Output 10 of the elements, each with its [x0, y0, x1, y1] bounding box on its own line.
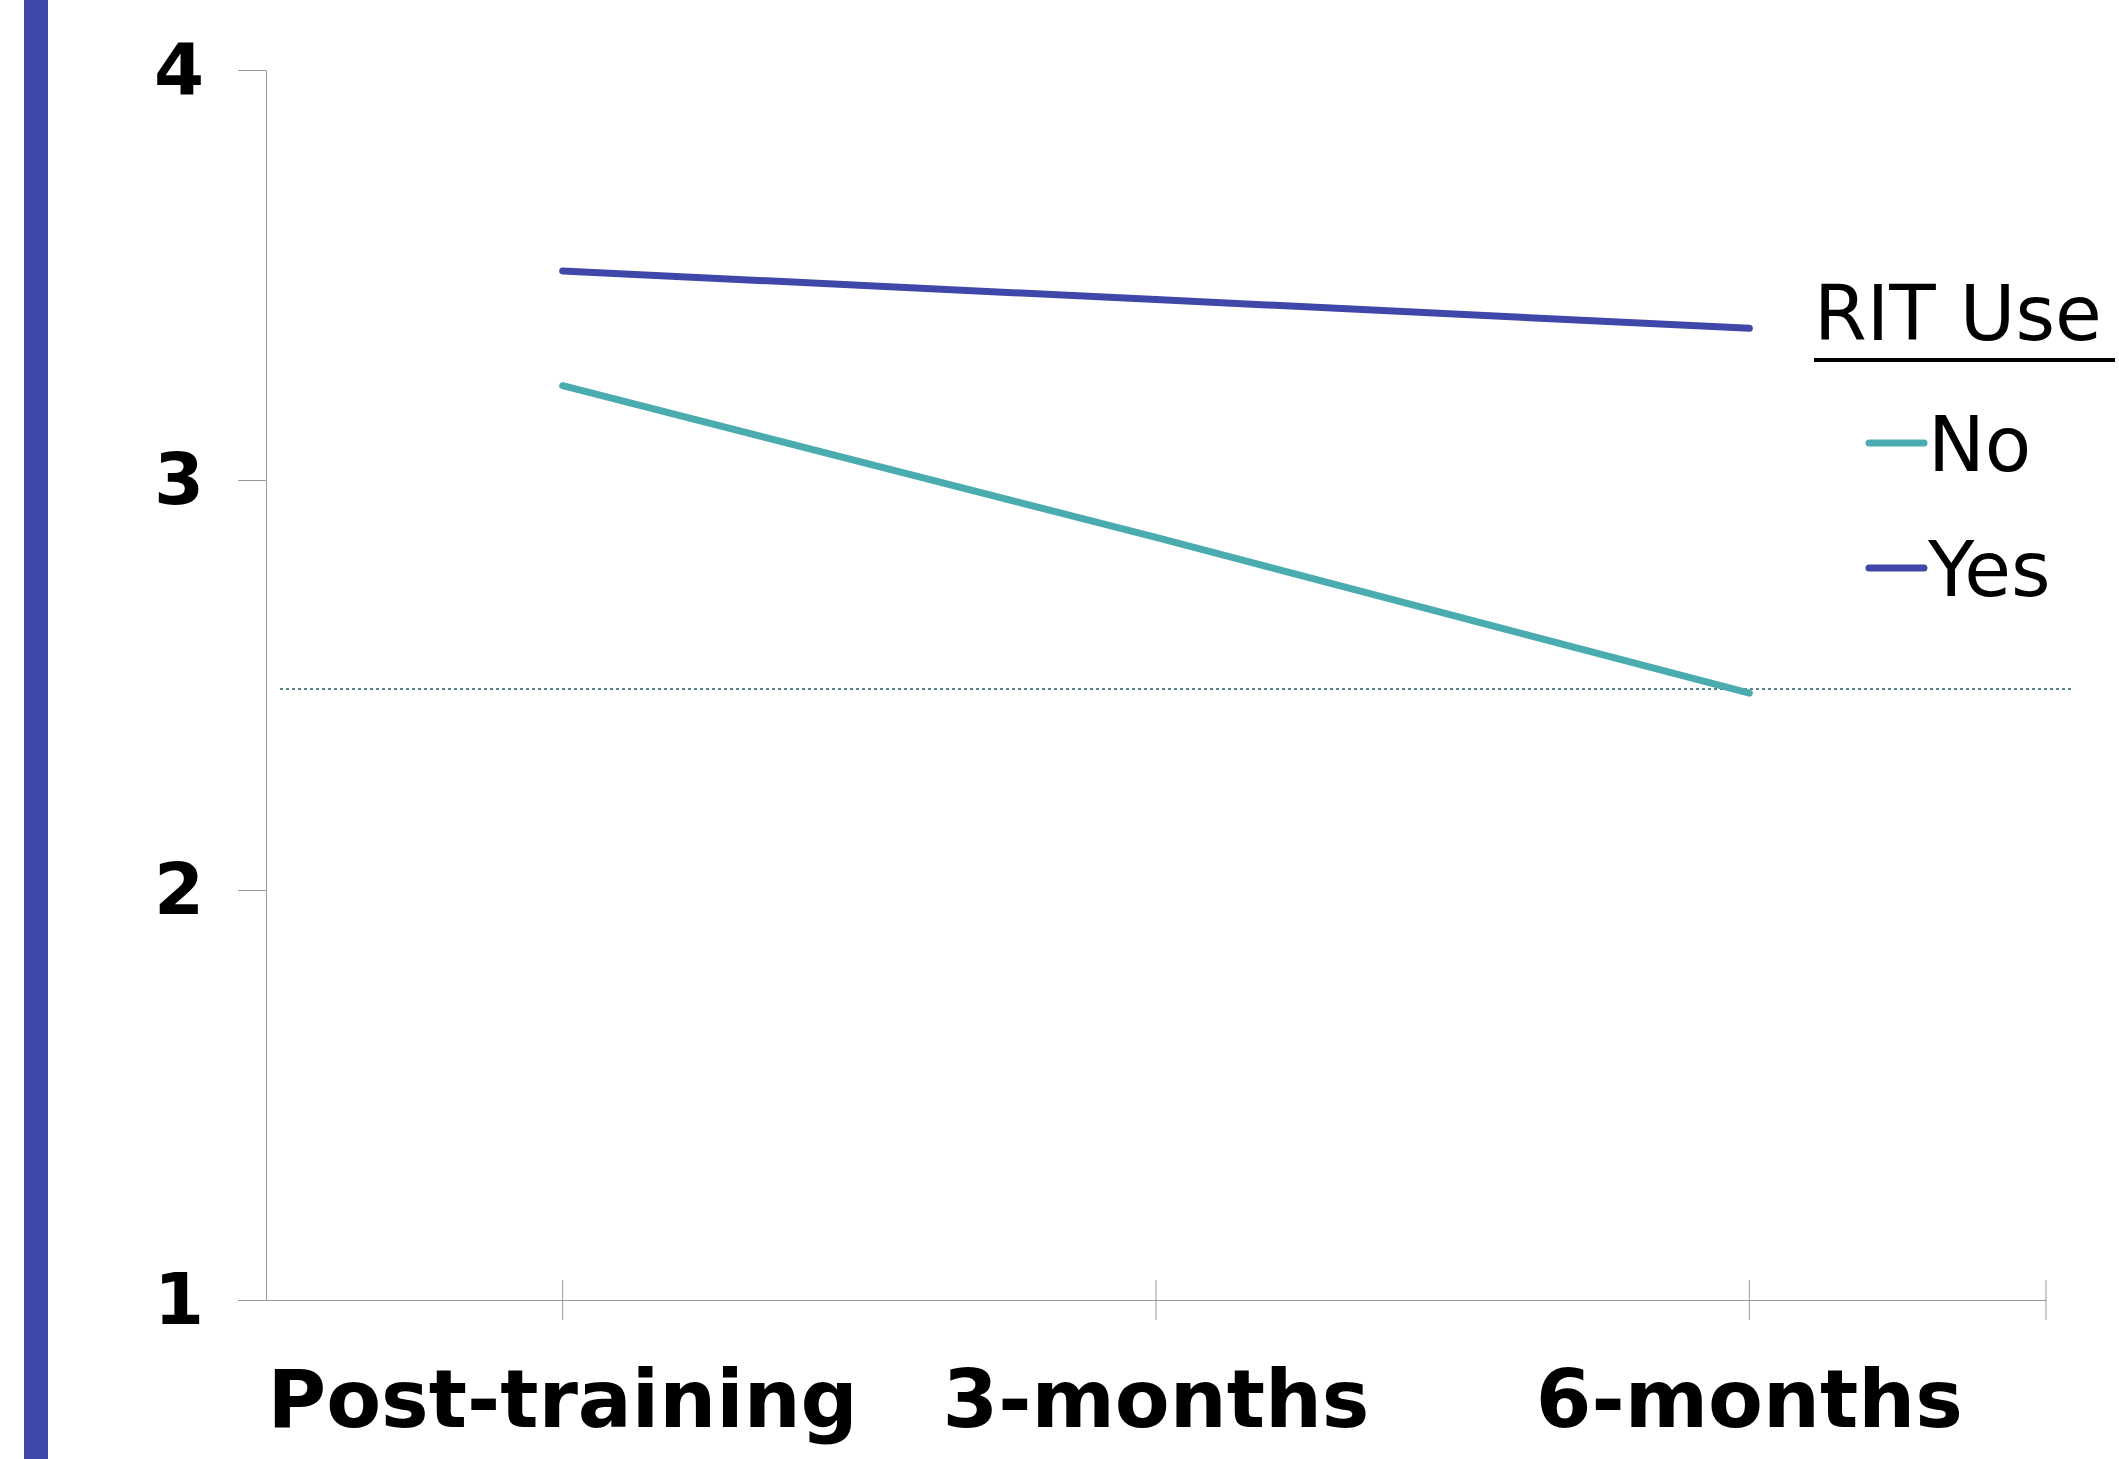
y-tick-label: 2 [153, 846, 204, 931]
x-tick-label: 3-months [942, 1352, 1370, 1446]
y-tick-label: 4 [153, 26, 204, 111]
legend-title: RIT Use [1814, 269, 2102, 358]
x-tick-label: Post-training [267, 1352, 858, 1446]
y-tick-label: 1 [153, 1256, 204, 1341]
legend-label: Yes [1927, 525, 2051, 614]
legend-label: No [1928, 400, 2032, 489]
y-tick-label: 3 [153, 436, 204, 521]
x-tick-label: 6-months [1535, 1352, 1963, 1446]
